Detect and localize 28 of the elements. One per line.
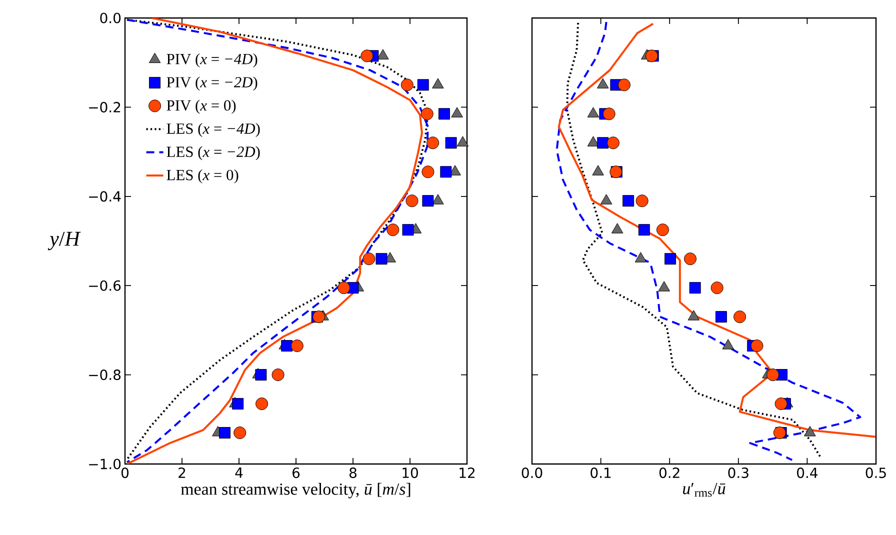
x-tick-label: 0.5 xyxy=(866,468,886,478)
y-tick-label: −0.8 xyxy=(89,370,121,380)
x-tick-label: 0.2 xyxy=(659,468,680,478)
y-tick-label: 0.0 xyxy=(100,12,121,24)
x-tick-label: 0.3 xyxy=(728,468,748,478)
y-tick-label: −1.0 xyxy=(89,458,121,470)
x-tick-label: 10 xyxy=(402,468,418,478)
x-tick-label: 4 xyxy=(235,468,243,478)
x-tick-label: 8 xyxy=(350,468,356,478)
x-axis-title: mean streamwise velocity, ū [m/s] xyxy=(180,482,410,498)
x-tick-label: 12 xyxy=(460,468,474,478)
y-tick-label: −0.4 xyxy=(89,191,121,202)
y-tick-label: −0.2 xyxy=(89,102,120,112)
x-tick-label: 0.4 xyxy=(797,468,818,478)
legend-label: PIV (x = −2D) xyxy=(166,76,258,91)
x-tick-label: 6 xyxy=(292,468,300,478)
legend-label: PIV (x = 0) xyxy=(166,100,236,114)
x-tick-label: 0.0 xyxy=(522,468,542,478)
legend-label: LES (x = −4D) xyxy=(166,122,260,137)
y-axis-title: y/H xyxy=(48,232,81,250)
x-tick-label: 0.1 xyxy=(590,468,611,478)
y-tick-label: −0.6 xyxy=(89,280,121,291)
legend-label: LES (x = 0) xyxy=(166,169,238,184)
x-axis-title: u′$_{rms}$/ū xyxy=(683,482,726,497)
x-tick-label: 0 xyxy=(121,468,129,478)
legend-label: PIV (x = −4D) xyxy=(166,53,258,68)
legend-label: LES (x = −2D) xyxy=(166,146,260,160)
x-tick-label: 2 xyxy=(178,468,186,478)
